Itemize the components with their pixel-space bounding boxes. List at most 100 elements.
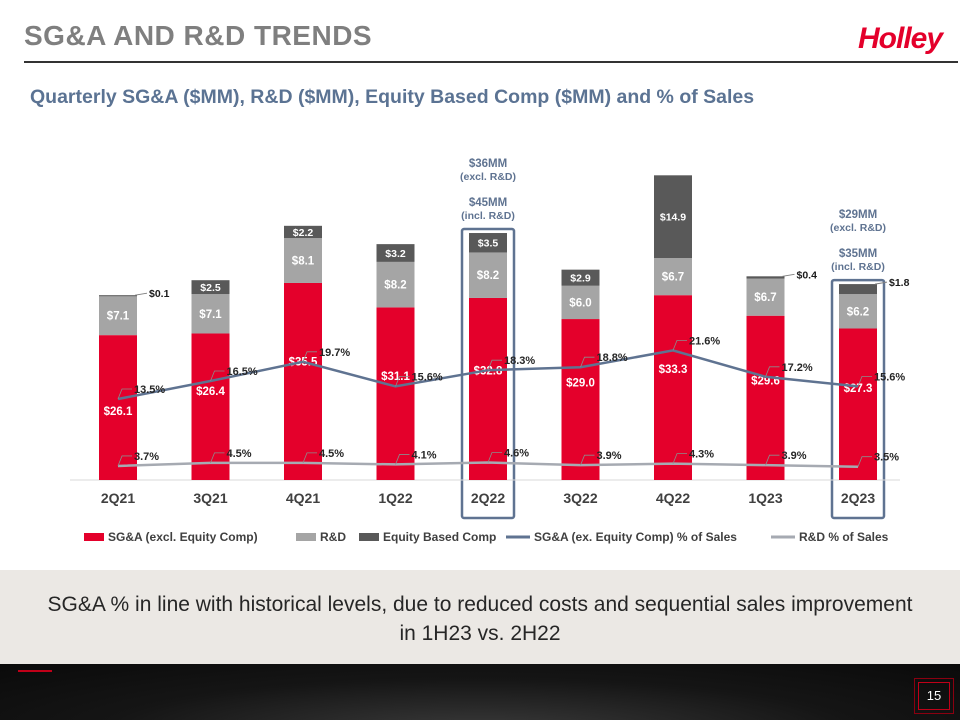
holley-logo: Holley (858, 22, 943, 55)
leader-rd-pct-2q21 (117, 455, 132, 467)
bar-label-equity-4q22: $14.9 (660, 212, 686, 224)
leader-rd-pct-4q22 (672, 453, 687, 464)
annotation-2q23-line-0: $29MM (839, 209, 877, 221)
bar-equity-1q23 (746, 276, 785, 279)
annotation-2q23-line-3: $35MM (839, 248, 877, 260)
bar-equity-3q21 (191, 280, 230, 295)
leader-equity-1q23 (782, 273, 795, 277)
bar-label-equity-2q22: $3.5 (478, 238, 499, 250)
bar-label-sga-1q22: $31.1 (381, 371, 410, 383)
bar-equity-1q22 (376, 244, 415, 262)
bar-sga-4q22 (654, 295, 692, 480)
leader-sga-pct-2q23 (857, 375, 872, 387)
bar-label-rd-3q21: $7.1 (199, 309, 222, 321)
bar-equity-2q21 (99, 295, 137, 297)
annotation-2q23-line-1: (excl. R&D) (830, 222, 886, 234)
leader-sga-pct-1q23 (765, 366, 780, 377)
bar-label-equity-3q22: $2.9 (570, 273, 591, 285)
bar-label-rd-2q21: $7.1 (107, 310, 130, 322)
leader-sga-pct-3q22 (580, 356, 595, 368)
leader-rd-pct-2q23 (857, 456, 872, 467)
legend-label-2: Equity Based Comp (383, 530, 496, 544)
line-label-rd-pct-1q22: 4.1% (412, 449, 437, 461)
leader-rd-pct-3q21 (210, 452, 225, 464)
annotation-2q23-line-4: (incl. R&D) (831, 261, 885, 273)
leader-sga-pct-4q21 (302, 351, 317, 362)
leader-sga-pct-2q22 (487, 359, 502, 371)
legend-swatch-2 (359, 533, 379, 541)
bar-label-equity-1q22: $3.2 (385, 248, 406, 260)
bar-label-sga-2q21: $26.1 (104, 406, 133, 418)
line-label-sga-pct-4q22: 21.6% (689, 335, 720, 347)
x-tick-label-1q23: 1Q23 (748, 490, 782, 506)
x-tick-label-2q23: 2Q23 (841, 490, 875, 506)
bar-rd-3q21 (191, 294, 230, 334)
bar-label-equity-2q21: $0.1 (149, 288, 170, 300)
line-label-rd-pct-2q22: 4.6% (504, 448, 529, 460)
leader-rd-pct-1q22 (395, 454, 410, 465)
x-tick-label-1q22: 1Q22 (378, 490, 412, 506)
bar-label-sga-4q22: $33.3 (659, 364, 688, 376)
bar-label-equity-4q21: $2.2 (293, 227, 314, 239)
bar-label-equity-1q23: $0.4 (797, 269, 818, 281)
line-label-sga-pct-4q21: 19.7% (319, 347, 350, 359)
page-number: 15 (918, 682, 950, 710)
sga-rd-chart: $26.1$7.1$0.12Q21$26.4$7.1$2.53Q21$35.5$… (70, 158, 910, 544)
bar-label-rd-2q22: $8.2 (477, 270, 499, 282)
x-tick-label-2q22: 2Q22 (471, 490, 505, 506)
bar-label-rd-2q23: $6.2 (847, 306, 869, 318)
bar-equity-3q22 (561, 269, 600, 286)
highlight-box-2q23 (830, 278, 886, 520)
bar-label-rd-3q22: $6.0 (569, 297, 591, 309)
bar-sga-1q22 (376, 307, 415, 480)
slide-title: SG&A AND R&D TRENDS (24, 20, 373, 51)
bar-label-sga-3q22: $29.0 (566, 378, 595, 390)
title-divider (24, 61, 958, 63)
bar-label-rd-4q21: $8.1 (292, 255, 315, 267)
annotation-2q22-line-3: $45MM (469, 197, 507, 209)
bar-label-rd-1q22: $8.2 (384, 280, 406, 292)
bar-sga-3q22 (561, 319, 600, 480)
line-label-sga-pct-1q22: 15.6% (412, 371, 443, 383)
chart-subtitle: Quarterly SG&A ($MM), R&D ($MM), Equity … (30, 86, 755, 108)
line-label-sga-pct-2q21: 13.5% (134, 384, 165, 396)
x-tick-label-3q22: 3Q22 (563, 490, 597, 506)
annotation-2q22-line-1: (excl. R&D) (460, 171, 516, 183)
leader-rd-pct-1q23 (765, 454, 780, 466)
bar-equity-4q22 (654, 175, 692, 258)
bar-label-equity-3q21: $2.5 (200, 282, 221, 294)
line-label-rd-pct-4q22: 4.3% (689, 449, 714, 461)
bar-equity-2q22 (469, 233, 507, 253)
annotation-2q22-line-0: $36MM (469, 158, 507, 170)
line-label-rd-pct-4q21: 4.5% (319, 448, 344, 460)
x-tick-label-2q21: 2Q21 (101, 490, 135, 506)
x-tick-label-3q21: 3Q21 (193, 490, 227, 506)
line-label-rd-pct-1q23: 3.9% (782, 450, 807, 462)
leader-rd-pct-4q21 (302, 452, 317, 464)
bar-sga-1q23 (746, 315, 785, 480)
bar-label-sga-3q21: $26.4 (196, 386, 225, 398)
bar-label-rd-1q23: $6.7 (754, 292, 776, 304)
footer-band (0, 570, 960, 664)
bar-equity-4q21 (284, 225, 322, 239)
legend-swatch-0 (84, 533, 104, 541)
bar-rd-1q22 (376, 261, 415, 308)
legend-swatch-1 (296, 533, 316, 541)
annotation-2q22-line-4: (incl. R&D) (461, 210, 515, 222)
leader-rd-pct-2q22 (487, 452, 502, 463)
bar-rd-1q23 (746, 278, 785, 316)
page-number-frame (914, 678, 954, 714)
bar-sga-3q21 (191, 333, 230, 480)
line-label-sga-pct-2q22: 18.3% (504, 355, 535, 367)
line-label-sga-pct-3q21: 16.5% (227, 366, 258, 378)
bar-rd-2q21 (99, 295, 137, 336)
footer-takeaway: SG&A % in line with historical levels, d… (47, 593, 913, 645)
bar-rd-4q22 (654, 258, 692, 296)
line-label-sga-pct-1q23: 17.2% (782, 362, 813, 374)
leader-equity-2q21 (134, 292, 148, 296)
bar-sga-4q21 (284, 282, 322, 480)
bar-sga-2q23 (839, 328, 877, 480)
leader-sga-pct-3q21 (210, 370, 225, 382)
line-label-rd-pct-2q23: 3.5% (874, 452, 899, 464)
legend-label-3: SG&A (ex. Equity Comp) % of Sales (534, 530, 737, 544)
